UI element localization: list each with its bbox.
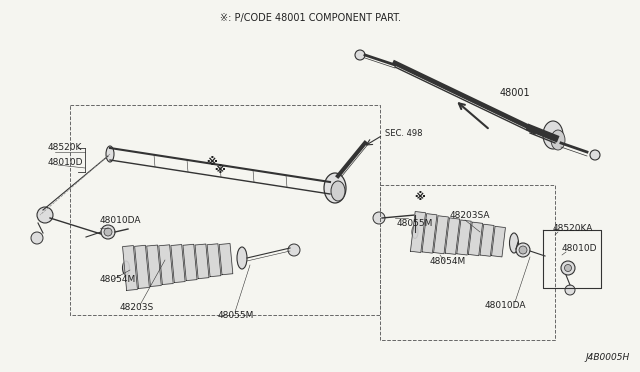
- Text: 48010DA: 48010DA: [100, 215, 141, 224]
- Ellipse shape: [543, 121, 563, 149]
- Text: 48010D: 48010D: [48, 157, 83, 167]
- Circle shape: [519, 246, 527, 254]
- Text: 48055M: 48055M: [218, 311, 254, 320]
- Ellipse shape: [122, 261, 129, 275]
- Polygon shape: [457, 220, 471, 255]
- Polygon shape: [422, 214, 437, 253]
- Circle shape: [516, 243, 530, 257]
- Text: J4B0005H: J4B0005H: [586, 353, 630, 362]
- Polygon shape: [434, 216, 449, 254]
- Ellipse shape: [551, 130, 565, 150]
- Circle shape: [101, 225, 115, 239]
- Polygon shape: [159, 245, 173, 285]
- Circle shape: [565, 285, 575, 295]
- Text: 48203SA: 48203SA: [450, 211, 490, 219]
- Circle shape: [104, 228, 112, 236]
- Polygon shape: [183, 244, 197, 280]
- Text: 48054M: 48054M: [100, 276, 136, 285]
- Text: ※: ※: [415, 192, 426, 202]
- Polygon shape: [492, 226, 506, 257]
- Ellipse shape: [331, 181, 345, 201]
- Text: 48001: 48001: [500, 88, 531, 98]
- Polygon shape: [134, 246, 149, 288]
- Circle shape: [288, 244, 300, 256]
- Text: 48203S: 48203S: [120, 304, 154, 312]
- Polygon shape: [445, 218, 460, 254]
- Polygon shape: [220, 244, 233, 275]
- Ellipse shape: [324, 173, 346, 203]
- Circle shape: [355, 50, 365, 60]
- Text: ※: ※: [214, 165, 225, 175]
- Circle shape: [37, 207, 53, 223]
- Polygon shape: [480, 224, 494, 256]
- Polygon shape: [410, 212, 426, 253]
- Polygon shape: [195, 244, 209, 279]
- Polygon shape: [207, 244, 221, 277]
- Circle shape: [373, 212, 385, 224]
- Text: 48054M: 48054M: [430, 257, 467, 266]
- Text: SEC. 498: SEC. 498: [385, 128, 422, 138]
- Circle shape: [564, 264, 572, 272]
- Text: 48010DA: 48010DA: [485, 301, 527, 310]
- Text: 48010D: 48010D: [562, 244, 598, 253]
- Circle shape: [561, 261, 575, 275]
- Polygon shape: [468, 222, 483, 256]
- Ellipse shape: [237, 247, 247, 269]
- Text: 48055M: 48055M: [397, 218, 433, 228]
- Circle shape: [590, 150, 600, 160]
- Text: ※: P/CODE 48001 COMPONENT PART.: ※: P/CODE 48001 COMPONENT PART.: [220, 13, 401, 23]
- Polygon shape: [171, 244, 185, 283]
- Ellipse shape: [412, 225, 418, 238]
- Circle shape: [31, 232, 43, 244]
- Ellipse shape: [106, 146, 114, 162]
- Ellipse shape: [509, 233, 518, 253]
- Polygon shape: [123, 246, 138, 291]
- Text: ※: ※: [207, 157, 218, 167]
- Polygon shape: [147, 245, 161, 286]
- Text: 48520K: 48520K: [48, 142, 83, 151]
- Text: 48520KA: 48520KA: [553, 224, 593, 232]
